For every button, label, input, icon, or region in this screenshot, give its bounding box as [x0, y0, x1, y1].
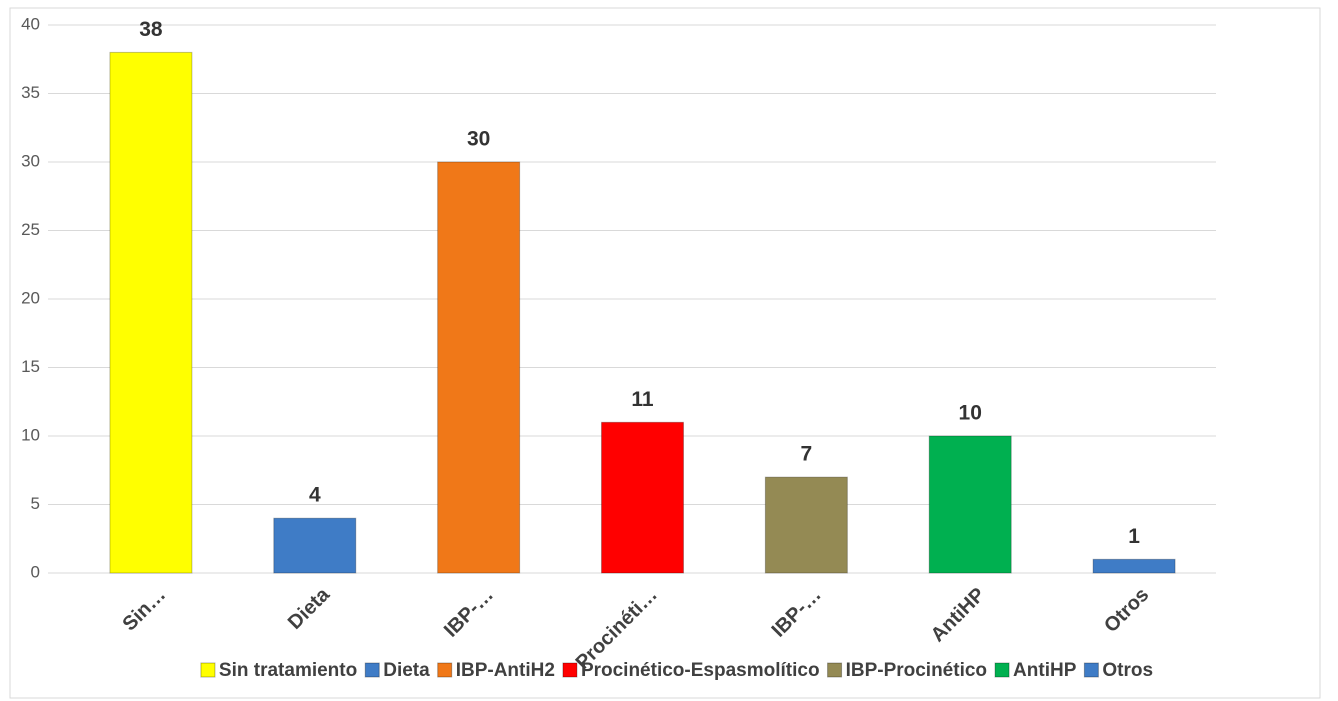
legend-swatch — [827, 662, 843, 678]
y-tick-label: 40 — [21, 14, 40, 33]
bar — [1092, 558, 1176, 574]
data-label: 4 — [309, 484, 321, 507]
legend-swatch — [562, 662, 578, 678]
legend-label: Procinético-Espasmolítico — [581, 660, 820, 681]
bar — [764, 476, 848, 574]
bar — [273, 517, 357, 574]
data-label: 30 — [467, 128, 490, 151]
y-tick-label: 5 — [31, 494, 40, 513]
legend-label: IBP-AntiH2 — [456, 660, 555, 681]
legend-label: Otros — [1102, 660, 1153, 681]
bar — [437, 161, 521, 574]
y-tick-label: 10 — [21, 425, 40, 444]
legend-swatch — [437, 662, 453, 678]
legend-swatch — [994, 662, 1010, 678]
y-tick-label: 30 — [21, 151, 40, 170]
bar — [601, 421, 684, 574]
legend-swatch — [1083, 662, 1099, 678]
y-tick-label: 0 — [31, 562, 40, 581]
y-tick-label: 15 — [21, 357, 40, 376]
legend-label: Dieta — [383, 660, 430, 681]
legend-label: Sin tratamiento — [219, 660, 357, 681]
legend-swatch — [200, 662, 216, 678]
bar — [109, 51, 193, 574]
legend-swatch — [364, 662, 380, 678]
data-label: 10 — [959, 402, 982, 425]
data-label: 11 — [631, 388, 654, 411]
data-label: 1 — [1128, 525, 1140, 548]
data-label: 7 — [801, 443, 813, 466]
legend-label: IBP-Procinético — [846, 660, 987, 681]
legend-label: AntiHP — [1013, 660, 1077, 681]
bar — [928, 435, 1012, 574]
y-tick-label: 25 — [21, 220, 40, 239]
y-tick-label: 20 — [21, 288, 40, 307]
y-tick-label: 35 — [21, 83, 40, 102]
chart-frame — [9, 7, 1321, 699]
data-label: 38 — [139, 18, 163, 41]
